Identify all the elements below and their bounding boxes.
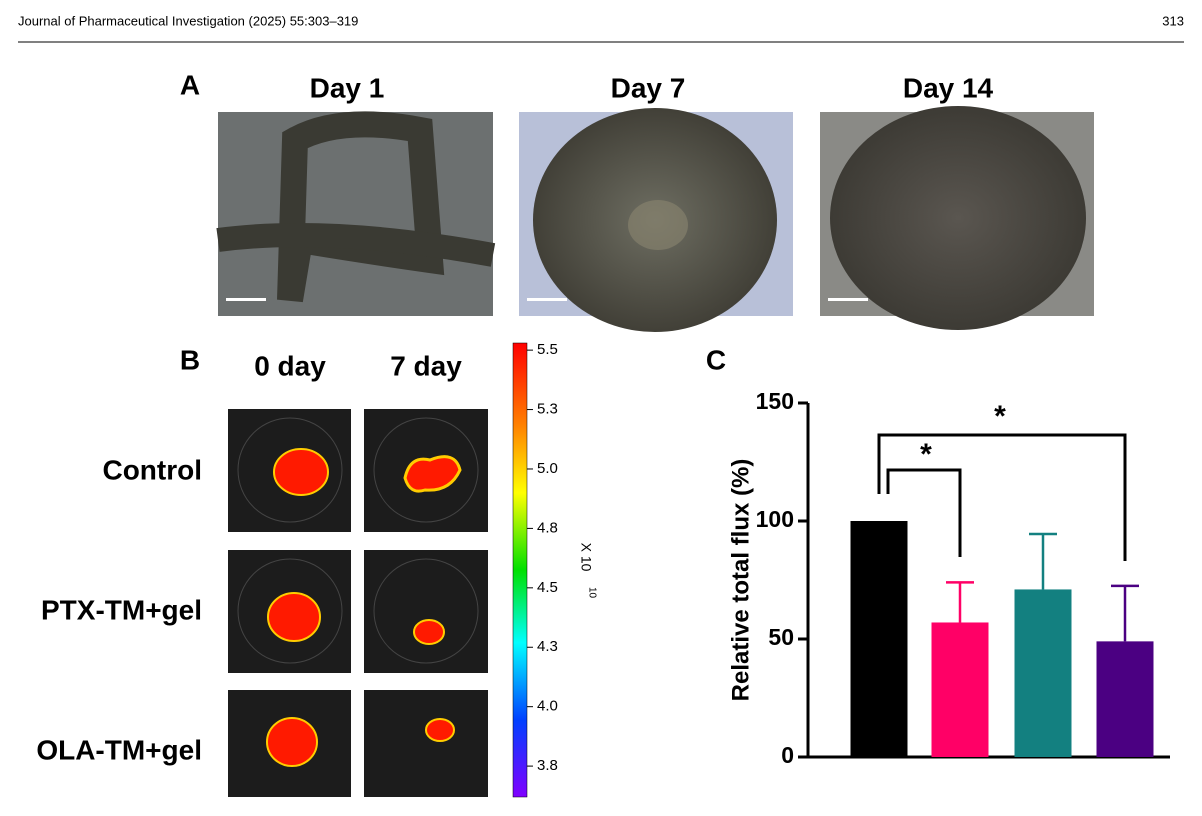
significance-star: * xyxy=(920,438,932,471)
colorbar-tick-label: 5.0 xyxy=(537,460,558,477)
colorbar-tick-label: 4.3 xyxy=(537,638,558,655)
colorbar-tick-label: 5.5 xyxy=(537,341,558,358)
journal: Journal of Pharmaceutical Investigation … xyxy=(18,13,358,28)
column-title: Day 1 xyxy=(310,72,385,103)
y-tick-label: 100 xyxy=(756,506,794,532)
colorbar-label: X 10 10 xyxy=(578,543,597,599)
column-title: 7 day xyxy=(390,350,462,381)
colorbar-exponent: 10 xyxy=(586,587,597,599)
micrograph xyxy=(820,106,1094,330)
row-label: PTX-TM+gel xyxy=(41,594,202,625)
bioluminescence-images xyxy=(228,409,488,797)
panel-label: C xyxy=(706,344,726,375)
colorbar-unit: X 10 xyxy=(578,543,594,572)
micrograph xyxy=(216,111,496,316)
column-title: Day 7 xyxy=(611,72,686,103)
significance-bracket xyxy=(886,468,962,557)
y-tick-label: 50 xyxy=(768,624,794,650)
row-label: OLA-TM+gel xyxy=(36,734,202,765)
row-label: Control xyxy=(102,454,202,485)
colorbar-tick-label: 5.3 xyxy=(537,401,558,418)
significance-star: * xyxy=(994,400,1006,433)
colorbar-tick-label: 3.8 xyxy=(537,757,558,774)
page-number: 313 xyxy=(1162,13,1184,28)
micrograph xyxy=(519,108,793,332)
colorbar xyxy=(512,342,528,798)
significance-bracket xyxy=(877,433,1127,561)
bar xyxy=(1014,589,1072,757)
column-title: Day 14 xyxy=(903,72,994,103)
column-title: 0 day xyxy=(254,350,326,381)
colorbar-tick-label: 4.8 xyxy=(537,519,558,536)
bar xyxy=(850,521,908,757)
y-tick-label: 0 xyxy=(781,742,794,768)
colorbar-tick-label: 4.5 xyxy=(537,579,558,596)
bar xyxy=(1096,641,1154,757)
bar xyxy=(931,622,989,757)
colorbar-tick-label: 4.0 xyxy=(537,698,558,715)
panel-label: B xyxy=(180,344,200,375)
panel-label: A xyxy=(180,69,200,100)
y-tick-label: 150 xyxy=(756,388,794,414)
y-axis-label: Relative total flux (%) xyxy=(727,459,754,702)
